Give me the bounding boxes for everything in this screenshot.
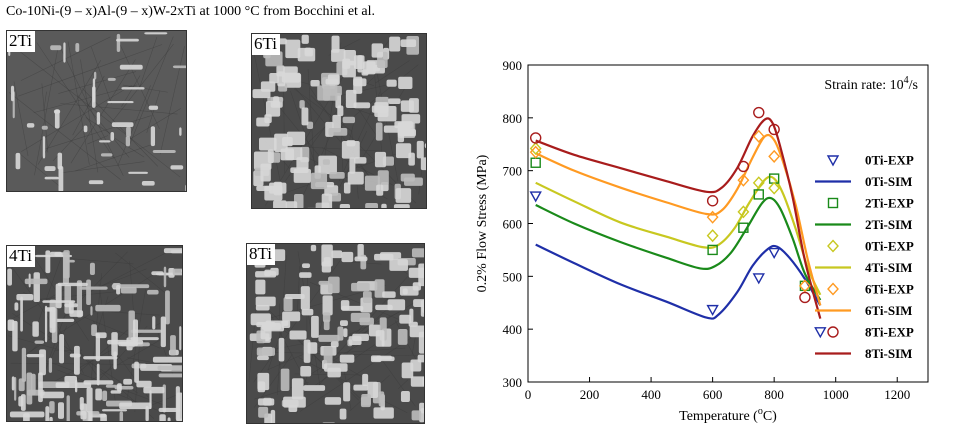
legend-label: 0Ti-EXP xyxy=(865,153,914,168)
data-point xyxy=(768,149,781,163)
data-point xyxy=(737,173,750,187)
legend-label: 8Ti-EXP xyxy=(865,325,914,340)
legend-entry: 0Ti-SIM xyxy=(815,174,912,189)
data-point xyxy=(706,304,719,317)
series-points-6ti-exp xyxy=(529,129,811,293)
data-point xyxy=(529,191,542,203)
legend-entry: 4Ti-SIM xyxy=(815,260,912,275)
legend-label: 4Ti-SIM xyxy=(865,260,912,275)
y-tick-label: 400 xyxy=(503,322,523,337)
micrograph-label: 2Ti xyxy=(7,31,36,52)
data-point xyxy=(529,145,542,159)
legend-entry: 0Ti-EXP xyxy=(826,153,914,168)
x-tick-label: 400 xyxy=(641,387,661,402)
series-line-0ti-sim xyxy=(535,243,822,320)
micrograph-2ti: 2Ti xyxy=(6,30,187,192)
data-point xyxy=(753,106,765,119)
series-line-2ti-sim xyxy=(535,196,822,301)
series-points-8ti-exp xyxy=(529,106,811,304)
y-tick-label: 700 xyxy=(503,164,523,179)
figure-caption: Co-10Ni-(9 – x)Al-(9 – x)W-2xTi at 1000 … xyxy=(6,4,376,19)
micrograph-label: 8Ti xyxy=(247,244,276,265)
legend-swatch xyxy=(827,197,839,209)
x-tick-label: 1200 xyxy=(884,387,910,402)
data-point xyxy=(529,141,542,156)
data-point xyxy=(706,195,719,207)
legend-swatch xyxy=(827,239,839,253)
legend-entry: 6Ti-SIM xyxy=(815,303,912,318)
micrograph-label: 4Ti xyxy=(7,246,36,267)
flow-stress-chart: 0 200 400 600 800 1000 1200 300 400 500 600 700 800 9… xyxy=(475,58,929,424)
data-point xyxy=(767,247,781,259)
data-point xyxy=(738,222,749,233)
x-tick-label: 1000 xyxy=(823,387,849,402)
data-point xyxy=(752,176,765,190)
legend-swatch xyxy=(827,326,839,338)
series-points-0ti-exp xyxy=(529,141,781,243)
legend-entry: 8Ti-SIM xyxy=(815,346,912,361)
x-tick-label: 800 xyxy=(764,387,784,402)
x-axis-label: Temperature (oC) xyxy=(679,406,777,424)
legend-label: 6Ti-SIM xyxy=(865,303,912,318)
micrograph-4ti: 4Ti xyxy=(6,245,183,422)
data-point xyxy=(814,327,827,339)
micrograph-image xyxy=(252,34,426,208)
data-point xyxy=(768,181,781,195)
x-tick-label: 600 xyxy=(703,387,723,402)
strain-rate-annotation: Strain rate: 104/s xyxy=(824,75,918,93)
series-line-4ti-sim xyxy=(535,175,822,296)
y-tick-label: 800 xyxy=(503,111,523,126)
legend-label: 6Ti-EXP xyxy=(865,282,914,297)
data-point xyxy=(752,273,765,285)
micrograph-image xyxy=(7,31,186,191)
legend-swatch xyxy=(827,282,839,296)
y-tick-label: 900 xyxy=(503,58,523,73)
data-point xyxy=(530,157,541,168)
legend-entry: 0Ti-EXP xyxy=(827,239,914,254)
legend-entry: 6Ti-EXP xyxy=(827,282,914,297)
data-point xyxy=(706,229,719,243)
legend-entry: 8Ti-EXP xyxy=(827,325,914,340)
data-point xyxy=(768,123,780,136)
y-tick-label: 300 xyxy=(503,375,523,390)
legend-label: 0Ti-EXP xyxy=(865,239,914,254)
x-tick-label: 0 xyxy=(525,387,532,402)
legend-label: 8Ti-SIM xyxy=(865,346,912,361)
data-point xyxy=(752,129,765,143)
series-line-8ti-sim xyxy=(535,117,822,319)
y-tick-label: 600 xyxy=(503,217,523,232)
data-point xyxy=(799,291,811,304)
data-point xyxy=(529,132,542,144)
micrograph-image xyxy=(7,246,182,421)
series-points-0ti-exp xyxy=(529,191,827,339)
legend-entry: 2Ti-SIM xyxy=(815,217,912,232)
micrograph-8ti: 8Ti xyxy=(246,243,425,424)
legend-label: 2Ti-EXP xyxy=(865,196,914,211)
data-point xyxy=(707,244,718,256)
data-point xyxy=(737,205,750,219)
legend-label: 2Ti-SIM xyxy=(865,217,912,232)
micrograph-image xyxy=(247,244,424,423)
x-tick-label: 200 xyxy=(580,387,600,402)
legend-entry: 2Ti-EXP xyxy=(827,196,914,211)
micrograph-label: 6Ti xyxy=(252,34,281,55)
legend-swatch xyxy=(826,155,840,167)
y-tick-label: 500 xyxy=(503,269,523,284)
series-line-6ti-sim xyxy=(535,133,822,306)
data-point xyxy=(737,160,750,173)
micrograph-6ti: 6Ti xyxy=(251,33,427,209)
legend-label: 0Ti-SIM xyxy=(865,174,912,189)
data-point xyxy=(706,210,719,224)
y-axis-label: 0.2% Flow Stress (MPa) xyxy=(475,154,490,292)
data-point xyxy=(798,279,811,293)
data-point xyxy=(753,189,764,200)
